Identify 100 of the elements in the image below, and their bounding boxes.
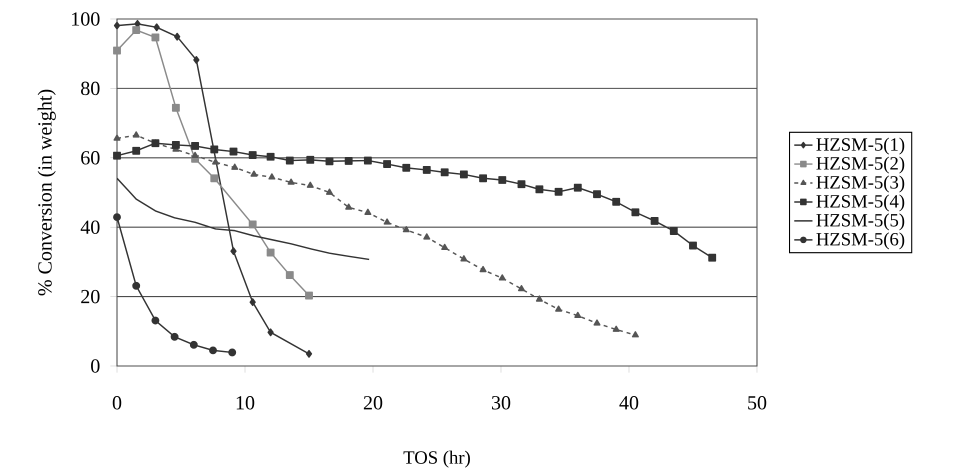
point <box>172 104 180 112</box>
point <box>305 292 313 300</box>
point <box>518 285 525 292</box>
point <box>422 166 431 174</box>
point <box>192 152 199 158</box>
point <box>230 148 238 156</box>
x-tick-label: 10 <box>236 396 254 410</box>
point <box>250 298 256 306</box>
legend-label: HZSM-5(6) <box>816 232 904 250</box>
point <box>574 312 582 318</box>
y-axis-title: % Conversion (in weight) <box>38 90 56 296</box>
point <box>114 22 120 30</box>
point <box>535 185 544 194</box>
point <box>554 188 563 196</box>
point <box>402 226 410 232</box>
point <box>132 146 140 155</box>
point <box>306 156 314 164</box>
point <box>344 156 353 165</box>
point <box>440 168 449 176</box>
point <box>193 56 200 64</box>
point <box>498 274 506 281</box>
legend-label: HZSM-5(5) <box>816 213 904 230</box>
point <box>423 233 430 240</box>
x-tick-label: 20 <box>364 396 382 410</box>
point <box>364 156 372 164</box>
point <box>326 157 334 166</box>
point <box>114 134 121 141</box>
point <box>113 46 121 54</box>
point <box>250 170 258 177</box>
point <box>266 248 275 256</box>
point <box>670 227 678 235</box>
legend-label: HZSM-5(3) <box>816 176 904 192</box>
point <box>555 305 562 312</box>
point <box>266 152 275 161</box>
x-tick-label: 50 <box>748 396 766 410</box>
y-tick-label: 0 <box>91 359 100 373</box>
point <box>383 160 392 168</box>
point <box>536 295 543 302</box>
point <box>402 164 410 172</box>
legend-label: HZSM-5(4) <box>816 194 904 212</box>
point <box>612 198 620 206</box>
x-axis-title: TOS (hr) <box>404 450 470 468</box>
point <box>306 350 312 358</box>
point <box>306 182 314 188</box>
y-tick-label: 40 <box>80 220 100 234</box>
point <box>460 255 468 262</box>
point <box>480 266 487 272</box>
point <box>231 164 238 170</box>
y-tick-label: 20 <box>81 290 100 304</box>
point <box>228 348 236 356</box>
point <box>113 152 121 160</box>
point <box>345 203 352 210</box>
point <box>190 340 198 349</box>
point <box>210 174 218 182</box>
point <box>268 173 276 180</box>
x-tick-label: 30 <box>492 396 510 410</box>
point <box>174 32 180 41</box>
y-tick-label: 100 <box>72 12 100 26</box>
point <box>650 217 659 225</box>
point <box>113 213 121 222</box>
point <box>191 142 200 150</box>
point <box>154 23 160 32</box>
point <box>689 242 697 250</box>
point <box>593 190 601 198</box>
point <box>172 141 180 149</box>
point <box>151 33 160 42</box>
point <box>479 174 488 182</box>
point <box>248 220 257 228</box>
point <box>209 346 217 354</box>
point <box>574 184 582 192</box>
point <box>286 156 294 164</box>
point <box>384 218 391 225</box>
point <box>212 158 220 165</box>
y-tick-label: 80 <box>81 82 100 96</box>
legend-label: HZSM-5(1) <box>816 138 904 155</box>
x-tick-label: 40 <box>619 396 638 410</box>
point <box>364 208 372 215</box>
point <box>286 271 294 280</box>
point <box>288 178 295 185</box>
point <box>632 331 639 338</box>
point <box>326 188 333 195</box>
point <box>230 247 237 256</box>
point <box>267 328 274 336</box>
point <box>210 146 218 154</box>
point <box>498 176 506 184</box>
point <box>132 131 140 138</box>
point <box>708 254 716 262</box>
point <box>612 326 620 332</box>
point <box>518 180 526 188</box>
point <box>132 282 140 290</box>
x-tick-label: 0 <box>112 396 122 410</box>
point <box>631 208 640 216</box>
legend-label: HZSM-5(2) <box>816 156 904 174</box>
point <box>248 151 257 159</box>
y-tick-label: 60 <box>81 151 100 165</box>
point <box>593 319 601 326</box>
point <box>151 316 160 324</box>
point <box>441 244 448 250</box>
point <box>132 26 140 34</box>
point <box>460 170 468 178</box>
